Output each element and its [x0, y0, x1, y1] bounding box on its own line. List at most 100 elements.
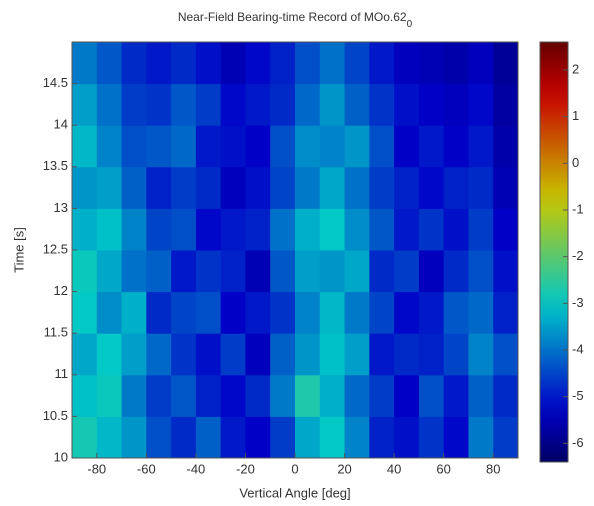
cell: [245, 125, 271, 168]
cell: [418, 208, 445, 251]
cell: [270, 125, 296, 168]
cell: [270, 166, 296, 209]
cell: [443, 374, 469, 417]
cell: [369, 250, 395, 293]
cell: [220, 166, 246, 209]
cell: [468, 291, 494, 334]
cell: [418, 42, 445, 85]
cell: [443, 166, 469, 209]
cell: [195, 416, 222, 459]
title-subscript: 0: [407, 19, 413, 30]
cell: [195, 208, 222, 251]
cell: [270, 374, 296, 417]
cell: [195, 83, 222, 126]
cell: [295, 374, 321, 417]
cell: [96, 250, 123, 293]
cell: [270, 42, 296, 85]
cell: [96, 166, 123, 209]
cell: [245, 333, 271, 376]
cell: [319, 166, 346, 209]
cell: [195, 291, 222, 334]
cell: [146, 83, 172, 126]
colorbar-tick-label: 2: [572, 61, 579, 76]
cell: [493, 333, 519, 376]
cell: [319, 83, 346, 126]
cell: [344, 166, 370, 209]
cell: [96, 374, 123, 417]
cell: [394, 166, 420, 209]
cell: [96, 291, 123, 334]
cell: [418, 291, 445, 334]
y-tick-label: 12: [54, 283, 68, 298]
x-tick-label: -60: [137, 461, 156, 476]
cell: [270, 83, 296, 126]
cell: [96, 83, 123, 126]
cell: [493, 250, 519, 293]
cell: [270, 208, 296, 251]
cell: [171, 250, 197, 293]
x-tick-label: -20: [236, 461, 255, 476]
cell: [72, 83, 98, 126]
colorbar: [539, 41, 569, 463]
cell: [369, 291, 395, 334]
cell: [369, 374, 395, 417]
cell: [443, 333, 469, 376]
cell: [245, 42, 271, 85]
cell: [493, 166, 519, 209]
cell: [220, 333, 246, 376]
colorbar-tick-label: 0: [572, 155, 579, 170]
cell: [295, 416, 321, 459]
cell: [394, 42, 420, 85]
cell: [72, 250, 98, 293]
cell: [220, 291, 246, 334]
cell: [72, 42, 98, 85]
cell: [493, 291, 519, 334]
cell: [195, 250, 222, 293]
cell: [245, 250, 271, 293]
cell: [72, 374, 98, 417]
cell: [171, 83, 197, 126]
cell: [344, 416, 370, 459]
x-tick-label: 60: [436, 461, 450, 476]
cell: [72, 208, 98, 251]
cell: [146, 166, 172, 209]
cell: [468, 42, 494, 85]
y-tick-label: 12.5: [43, 241, 68, 256]
cell: [418, 416, 445, 459]
cell: [418, 374, 445, 417]
y-tick-label: 14: [54, 117, 68, 132]
cell: [121, 250, 147, 293]
cell: [418, 250, 445, 293]
cell: [443, 83, 469, 126]
cells: [72, 42, 519, 459]
cell: [121, 125, 147, 168]
cell: [369, 333, 395, 376]
cell: [146, 416, 172, 459]
cell: [369, 125, 395, 168]
cell: [96, 333, 123, 376]
colorbar-tick-label: -1: [572, 201, 584, 216]
cell: [468, 416, 494, 459]
cell: [72, 416, 98, 459]
cell: [121, 166, 147, 209]
cell: [493, 83, 519, 126]
cell: [121, 42, 147, 85]
cell: [369, 208, 395, 251]
cell: [195, 374, 222, 417]
colorbar-tick-label: -4: [572, 341, 584, 356]
cell: [121, 374, 147, 417]
y-tick-label: 11.5: [44, 325, 68, 340]
cell: [344, 125, 370, 168]
cell: [344, 333, 370, 376]
cell: [295, 208, 321, 251]
cell: [245, 208, 271, 251]
cell: [220, 416, 246, 459]
cell: [418, 166, 445, 209]
cell: [146, 333, 172, 376]
cell: [72, 291, 98, 334]
cell: [220, 83, 246, 126]
y-tick-label: 11: [55, 366, 69, 381]
cell: [220, 250, 246, 293]
cell: [319, 416, 346, 459]
